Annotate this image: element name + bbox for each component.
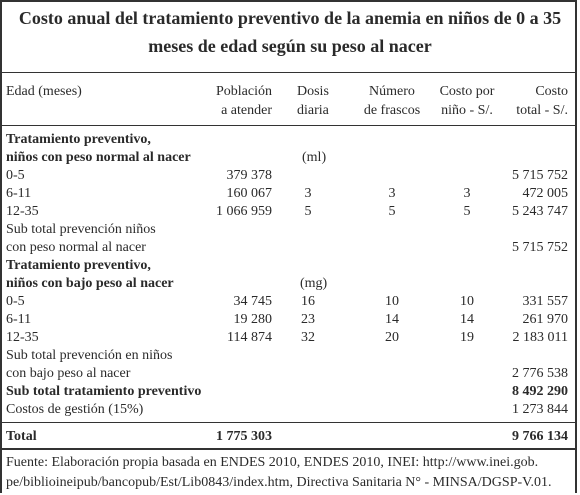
row-dosis: 3	[304, 186, 312, 201]
section1-subtotal-label-2: con peso normal al nacer	[6, 240, 146, 255]
row-costo-nino: 10	[460, 294, 474, 309]
row-costo-total: 472 005	[522, 186, 569, 201]
section1-subtotal-value: 5 715 752	[512, 240, 568, 255]
row-poblacion: 160 067	[226, 186, 273, 201]
section2-title-2: niños con bajo peso al nacer	[6, 276, 174, 291]
section2-subtotal-label-1: Sub total prevención en niños	[6, 348, 173, 363]
section1-title-1: Tratamiento preventivo,	[6, 132, 151, 147]
row-costo-total: 261 970	[522, 312, 569, 327]
section1-subtotal-label-1: Sub total prevención niños	[6, 222, 156, 237]
costos-gestion-label: Costos de gestión (15%)	[6, 402, 144, 417]
row-costo-total: 5 715 752	[512, 168, 568, 183]
table-title-line2: meses de edad según su peso al nacer	[148, 36, 432, 56]
row-edad: 0-5	[6, 294, 25, 309]
table-title-line1: Costo anual del tratamiento preventivo d…	[18, 8, 562, 28]
row-frascos: 3	[388, 186, 396, 201]
row-dosis: 32	[301, 330, 315, 345]
row-costo-nino: 14	[460, 312, 474, 327]
row-frascos: 5	[388, 204, 396, 219]
header-frascos-1: Número	[369, 84, 415, 99]
source-note-line1: Fuente: Elaboración propia basada en END…	[6, 455, 539, 470]
row-frascos: 10	[385, 294, 399, 309]
header-costo-total-1: Costo	[535, 84, 568, 99]
row-costo-nino: 5	[463, 204, 471, 219]
header-bottom-rule	[2, 125, 575, 126]
row-poblacion: 379 378	[226, 168, 273, 183]
section2-title-1: Tratamiento preventivo,	[6, 258, 151, 273]
header-frascos-2: de frascos	[363, 103, 421, 118]
row-costo-total: 5 243 747	[512, 204, 568, 219]
header-top-rule	[2, 72, 575, 73]
total-value: 9 766 134	[512, 429, 568, 444]
row-costo-total: 331 557	[522, 294, 569, 309]
header-poblacion-1: Población	[216, 84, 272, 99]
row-costo-nino: 19	[460, 330, 474, 345]
row-frascos: 14	[385, 312, 399, 327]
row-costo-total: 2 183 011	[512, 330, 568, 345]
total-top-rule	[2, 422, 575, 423]
row-poblacion: 1 066 959	[216, 204, 272, 219]
row-edad: 0-5	[6, 168, 25, 183]
header-edad: Edad (meses)	[6, 84, 82, 99]
header-costo-nino-1: Costo por	[439, 84, 495, 99]
subtotal-tratamiento-value: 8 492 290	[512, 384, 568, 399]
total-label: Total	[6, 429, 37, 444]
row-dosis: 5	[304, 204, 312, 219]
row-costo-nino: 3	[463, 186, 471, 201]
row-edad: 6-11	[6, 312, 32, 327]
row-dosis: 16	[301, 294, 315, 309]
row-poblacion: 114 874	[227, 330, 272, 345]
header-costo-nino-2: niño - S/.	[441, 103, 493, 118]
section2-subtotal-label-2: con bajo peso al nacer	[6, 366, 131, 381]
row-poblacion: 19 280	[233, 312, 273, 327]
row-poblacion: 34 745	[233, 294, 273, 309]
total-bottom-rule	[2, 448, 575, 450]
total-poblacion: 1 775 303	[216, 429, 272, 444]
header-dosis-1: Dosis	[297, 84, 329, 99]
row-frascos: 20	[385, 330, 399, 345]
row-dosis: 23	[301, 312, 315, 327]
subtotal-tratamiento-label: Sub total tratamiento preventivo	[6, 384, 202, 399]
section1-unit: (ml)	[302, 150, 327, 165]
row-edad: 12-35	[6, 330, 39, 345]
section2-subtotal-value: 2 776 538	[512, 366, 568, 381]
section2-unit: (mg)	[300, 276, 328, 291]
row-edad: 6-11	[6, 186, 32, 201]
header-poblacion-2: a atender	[221, 103, 272, 118]
header-dosis-2: diaria	[297, 103, 329, 118]
section1-title-2: niños con peso normal al nacer	[6, 150, 191, 165]
source-note-line2: pe/biblioineipub/bancopub/Est/Lib0843/in…	[6, 475, 552, 490]
costos-gestion-value: 1 273 844	[512, 402, 568, 417]
header-costo-total-2: total - S/.	[516, 103, 568, 118]
row-edad: 12-35	[6, 204, 39, 219]
